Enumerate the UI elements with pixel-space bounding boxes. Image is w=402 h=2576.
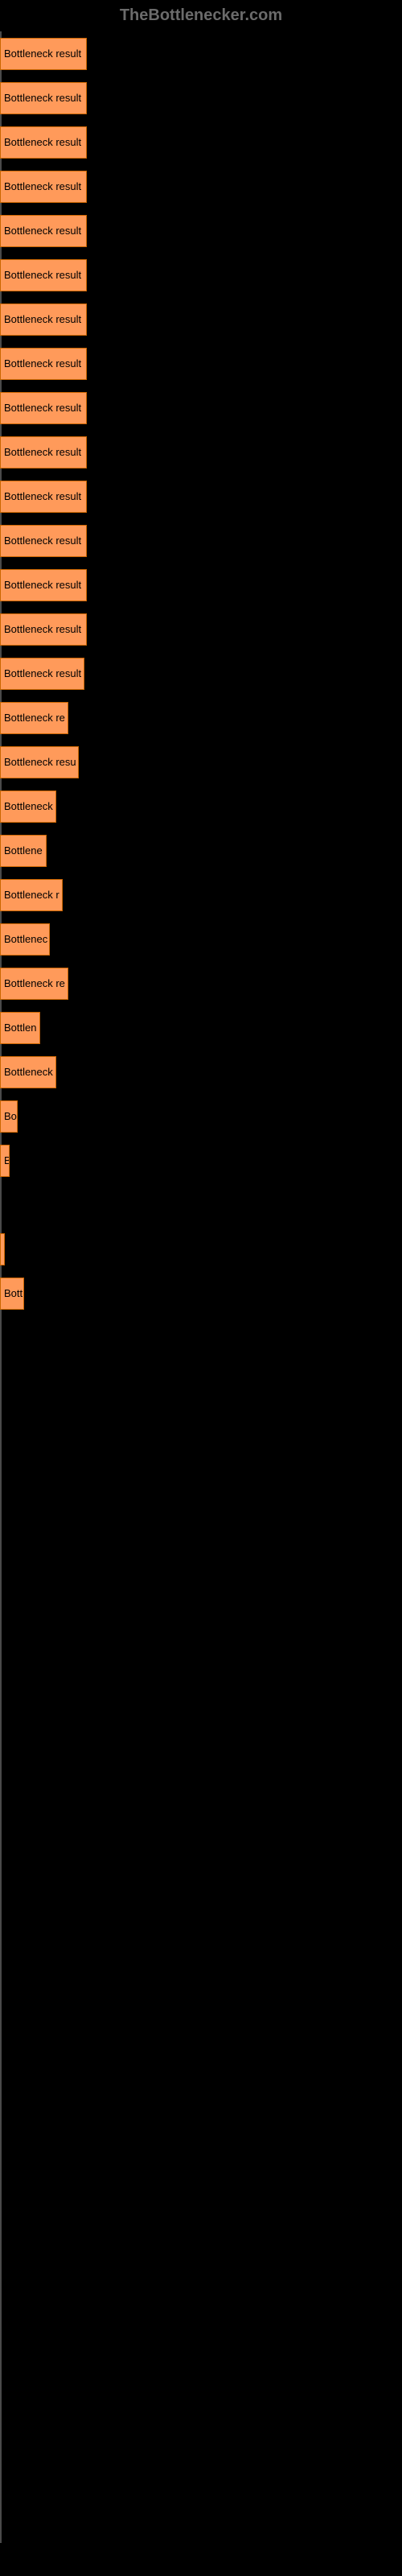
bar-row: Bo: [0, 1094, 402, 1138]
bar-row: Bottleneck: [0, 784, 402, 828]
bar: Bottleneck result: [0, 613, 87, 646]
bar: Bottleneck result: [0, 481, 87, 513]
bar-label: Bottleneck result: [4, 667, 81, 679]
bar-label: Bottleneck resu: [4, 756, 76, 768]
bar: Bottleneck result: [0, 259, 87, 291]
bar: Bottleneck result: [0, 348, 87, 380]
bar-row: Bottleneck result: [0, 253, 402, 297]
bar-label: Bottleneck re: [4, 977, 65, 989]
bar-row: Bottleneck r: [0, 873, 402, 917]
bar: Bottlene: [0, 835, 47, 867]
bar-row: B: [0, 1138, 402, 1183]
bar-row: Bott: [0, 1271, 402, 1315]
bars-area: Bottleneck result Bottleneck result Bottle…: [0, 31, 402, 1315]
bar: Bottleneck re: [0, 968, 68, 1000]
bar-label: Bottlen: [4, 1022, 36, 1034]
bar-row: Bottleneck result: [0, 164, 402, 208]
bar-label: Bo: [4, 1110, 17, 1122]
bar: Bottleneck result: [0, 126, 87, 159]
bar-row: Bottleneck result: [0, 31, 402, 76]
bar: [0, 1233, 5, 1265]
bar-row: Bottleneck: [0, 1050, 402, 1094]
bar-row: Bottleneck result: [0, 563, 402, 607]
bar-label: Bottlenec: [4, 933, 47, 945]
bar: Bottleneck result: [0, 658, 84, 690]
bar: Bottleneck re: [0, 702, 68, 734]
bar-row: Bottleneck re: [0, 961, 402, 1005]
bar-row: Bottleneck result: [0, 651, 402, 696]
bar: Bottleneck result: [0, 436, 87, 469]
bar-row: Bottleneck result: [0, 341, 402, 386]
bar-label: Bottleneck result: [4, 402, 81, 414]
bar-label: Bottleneck result: [4, 446, 81, 458]
bar-row: Bottleneck resu: [0, 740, 402, 784]
bar-label: Bott: [4, 1287, 23, 1299]
bar-label: Bottleneck result: [4, 535, 81, 547]
bar: Bottleneck r: [0, 879, 63, 911]
bar-label: Bottleneck result: [4, 357, 81, 369]
bar-row: [0, 1183, 402, 1227]
bar-row: Bottlenec: [0, 917, 402, 961]
bar: Bottleneck resu: [0, 746, 79, 778]
bar-label: B: [4, 1154, 10, 1166]
bar: Bottleneck result: [0, 38, 87, 70]
bar: Bott: [0, 1278, 24, 1310]
bar-label: Bottleneck result: [4, 490, 81, 502]
bar-row: Bottleneck result: [0, 518, 402, 563]
bar-row: Bottleneck result: [0, 607, 402, 651]
bar-label: Bottleneck: [4, 800, 53, 812]
bar: Bottleneck result: [0, 392, 87, 424]
bar-row: Bottleneck result: [0, 76, 402, 120]
bar: Bottleneck result: [0, 215, 87, 247]
site-header: TheBottlenecker.com: [0, 0, 402, 31]
bar-label: Bottleneck: [4, 1066, 53, 1078]
bar-row: [0, 1227, 402, 1271]
bar: Bottleneck result: [0, 303, 87, 336]
bar-chart: Bottleneck result Bottleneck result Bottle…: [0, 31, 402, 2567]
bar-row: Bottleneck result: [0, 474, 402, 518]
bar: Bo: [0, 1100, 18, 1133]
bar-label: Bottleneck result: [4, 136, 81, 148]
bar: Bottleneck result: [0, 82, 87, 114]
bar: Bottleneck: [0, 1056, 56, 1088]
bar-row: Bottleneck result: [0, 297, 402, 341]
bar-label: Bottleneck re: [4, 712, 65, 724]
bar-row: Bottleneck result: [0, 430, 402, 474]
bar-row: Bottleneck re: [0, 696, 402, 740]
bar: B: [0, 1145, 10, 1177]
bar-row: Bottleneck result: [0, 208, 402, 253]
bar-row: Bottleneck result: [0, 386, 402, 430]
bar-row: Bottleneck result: [0, 120, 402, 164]
bar: Bottlen: [0, 1012, 40, 1044]
bar: Bottleneck result: [0, 171, 87, 203]
bar-label: Bottleneck result: [4, 180, 81, 192]
bar-label: Bottleneck result: [4, 269, 81, 281]
bar-label: Bottleneck result: [4, 623, 81, 635]
bar-label: Bottleneck result: [4, 579, 81, 591]
bar-row: Bottlene: [0, 828, 402, 873]
bar-label: Bottleneck r: [4, 889, 59, 901]
bar: Bottlenec: [0, 923, 50, 956]
bar: Bottleneck result: [0, 525, 87, 557]
bar-label: Bottleneck result: [4, 225, 81, 237]
bar-label: Bottleneck result: [4, 47, 81, 60]
bar-label: Bottleneck result: [4, 313, 81, 325]
bar: Bottleneck result: [0, 569, 87, 601]
bar-label: Bottlene: [4, 844, 43, 857]
bar-row: Bottlen: [0, 1005, 402, 1050]
bar: Bottleneck: [0, 791, 56, 823]
bar-label: Bottleneck result: [4, 92, 81, 104]
